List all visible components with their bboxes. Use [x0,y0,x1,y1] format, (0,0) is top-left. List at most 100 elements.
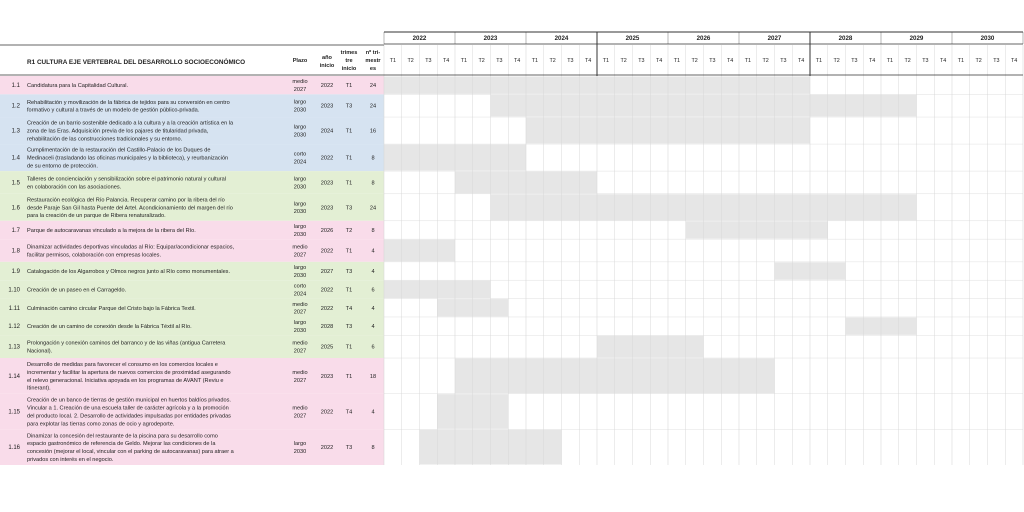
row-num-trimestres: 6 [371,287,374,293]
row-description-line: de su entorno de protección. [27,163,98,169]
quarter-label: T4 [443,58,449,64]
quarter-label: T3 [780,58,786,64]
row-plazo: 2027 [294,349,306,355]
row-plazo: 2024 [294,291,306,297]
trim-header-line-2: tre [345,58,352,64]
row-id: 1.7 [12,228,21,234]
row-anio: 2028 [321,324,333,330]
ntrim-header-line-1: nº tri- [366,50,381,56]
row-description-line: incrementar y facilitar la apertura de n… [27,370,231,376]
row-trimestre: T2 [346,228,353,234]
row-description-line: Talleres de concienciación y sensibiliza… [27,176,226,182]
row-id: 1.15 [8,410,20,416]
year-label: 2022 [413,35,427,42]
row-background [0,429,384,465]
row-num-trimestres: 8 [371,445,374,451]
row-anio: 2022 [321,83,333,89]
table-header: R1 CULTURA EJE VERTEBRAL DEL DESARROLLO … [27,50,381,72]
row-description-line: rehabilitación de las construcciones tra… [27,136,183,142]
quarter-label: T1 [532,58,538,64]
row-background [0,239,384,262]
row-anio: 2022 [321,306,333,312]
quarter-label: T4 [585,58,591,64]
row-trimestre: T1 [346,129,353,135]
timeline-grid: 2022 2023 2024 2025 2026 2027 2028 2029 2030 T1 T2… [390,35,1018,64]
quarter-label: T4 [1011,58,1017,64]
quarter-label: T4 [727,58,733,64]
table-row: 1.2 Rehabilitación y movilización de la f… [0,94,917,118]
row-plazo: largo [294,265,306,271]
row-description-line: concesión (mejorar el local, vincular co… [27,449,235,455]
row-num-trimestres: 8 [371,228,374,234]
row-description-line: zona de las Eras. Adquisición previa de … [27,129,209,135]
year-label: 2025 [626,35,640,42]
row-plazo: medio [292,79,307,85]
table-row: 1.10 Creación de un paseo en el Carrageld… [0,280,491,299]
quarter-label: T4 [798,58,804,64]
row-description-line: Nacional). [27,349,53,355]
quarter-label: T4 [514,58,520,64]
quarter-label: T1 [461,58,467,64]
row-background [0,76,384,95]
quarter-label: T2 [762,58,768,64]
quarter-label: T3 [425,58,431,64]
row-trimestre: T3 [346,324,353,330]
quarter-label: T3 [567,58,573,64]
row-plazo: 2030 [294,184,306,190]
year-label: 2024 [555,35,569,42]
year-label: 2029 [910,35,924,42]
row-plazo: largo [294,100,306,106]
table-row: 1.3 Creación de un barrio sostenible dedi… [0,117,810,145]
row-background [0,316,384,336]
anio-header-line-2: inicio [320,63,335,69]
row-description-line: desde Paraje San Gil hasta Puente del Ar… [27,205,233,211]
table-row: 1.1 Candidatura para la Capitalidad Cultu… [0,76,810,95]
row-id: 1.4 [12,156,21,162]
row-background [0,171,384,194]
row-background [0,335,384,359]
row-plazo: 2030 [294,232,306,238]
row-description-line: Culminación camino circular Parque del C… [27,306,196,312]
row-id: 1.1 [12,83,21,89]
row-description-line: Dinamizar la concesión del restaurante d… [27,433,218,439]
row-plazo: 2030 [294,209,306,215]
row-background [0,358,384,394]
row-num-trimestres: 4 [371,410,374,416]
year-label: 2030 [981,35,995,42]
row-description-line: en colaboración con las asociaciones. [27,184,122,190]
row-id: 1.11 [9,306,21,312]
row-trimestre: T1 [346,374,353,380]
row-description-line: Prolongación y conexión caminos del barr… [27,341,226,347]
quarter-label: T2 [620,58,626,64]
row-background [0,298,384,317]
ntrim-header-line-2: mestr [365,58,381,64]
row-plazo: 2030 [294,132,306,138]
row-background [0,94,384,118]
row-num-trimestres: 8 [371,180,374,186]
row-description-line: el relevo generacional. Iniciativa apoya… [27,378,224,384]
row-description-line: Rehabilitación y movilización de la fábr… [27,100,230,106]
row-anio: 2022 [321,249,333,255]
row-plazo: 2027 [294,87,306,93]
row-trimestre: T1 [346,156,353,162]
table-lines [0,31,1024,465]
row-background [0,280,384,299]
table-row: 1.4 Cumplimentación de la restauración de… [0,144,526,172]
row-id: 1.9 [12,269,21,275]
row-trimestre: T1 [346,83,353,89]
row-description-line: Desarrollo de medidas para favorecer el … [27,362,218,368]
quarter-label: T3 [922,58,928,64]
row-id: 1.5 [12,180,21,186]
row-plazo: 2027 [294,310,306,316]
row-description-line: Vincular a 1. Creación de una escuela ta… [27,406,229,412]
row-num-trimestres: 18 [370,374,376,380]
table-row: 1.14 Desarrollo de medidas para favorecer… [0,358,775,394]
row-description-line: Candidatura para la Capitalidad Cultural… [27,83,129,89]
row-plazo: 2027 [294,378,306,384]
row-trimestre: T3 [346,269,353,275]
row-anio: 2022 [321,410,333,416]
table-row: 1.15 Creación de un banco de tierras de g… [0,393,509,430]
row-id: 1.13 [8,345,20,351]
row-plazo: 2030 [294,108,306,114]
row-num-trimestres: 24 [370,104,376,110]
